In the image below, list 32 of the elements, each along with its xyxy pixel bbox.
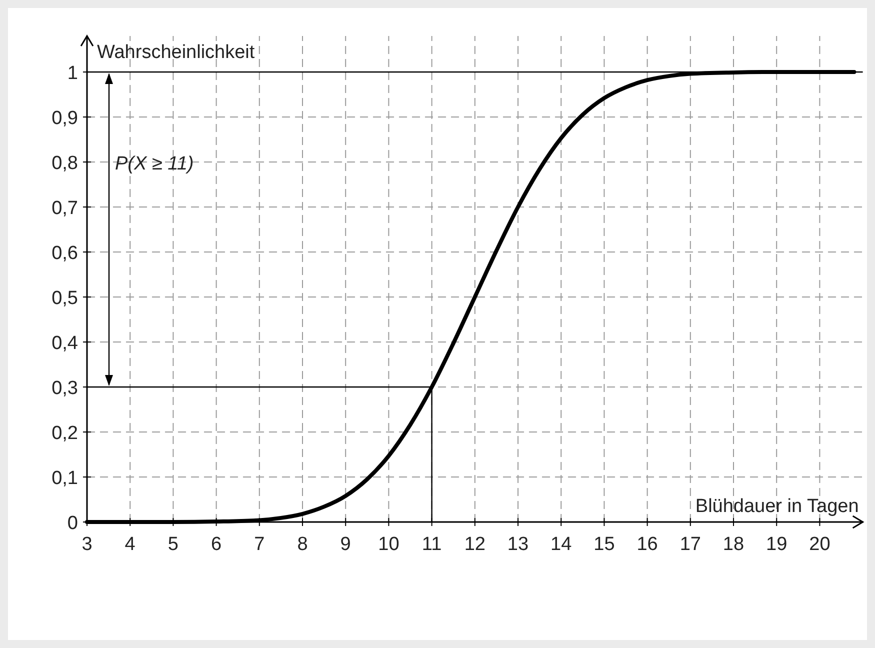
x-tick-label: 10 — [378, 534, 400, 555]
x-tick-label: 17 — [680, 534, 701, 555]
y-tick-label: 0,9 — [52, 108, 78, 129]
x-tick-label: 13 — [507, 534, 529, 555]
x-tick-label: 14 — [550, 534, 572, 555]
y-tick-label: 0,3 — [52, 378, 78, 399]
y-tick-label: 0,4 — [52, 333, 78, 354]
y-tick-label: 0,6 — [52, 243, 78, 264]
x-tick-label: 18 — [722, 534, 744, 555]
x-tick-label: 5 — [168, 534, 178, 555]
x-tick-label: 11 — [422, 534, 442, 555]
y-axis-title: Wahrscheinlichkeit — [97, 42, 256, 63]
x-tick-label: 16 — [636, 534, 658, 555]
x-tick-label: 20 — [809, 534, 830, 555]
x-tick-label: 19 — [766, 534, 788, 555]
y-tick-label: 0,1 — [52, 468, 78, 489]
x-tick-label: 3 — [82, 534, 92, 555]
x-tick-label: 8 — [297, 534, 308, 555]
y-tick-label: 0,2 — [52, 423, 78, 444]
x-tick-label: 9 — [340, 534, 351, 555]
x-tick-label: 6 — [211, 534, 222, 555]
x-tick-label: 7 — [254, 534, 265, 555]
y-tick-label: 0,7 — [52, 198, 78, 219]
x-tick-label: 4 — [124, 534, 136, 555]
annotation: P(X ≥ 11) — [115, 154, 194, 174]
x-axis-title: Blühdauer in Tagen — [695, 496, 859, 517]
x-tick-label: 12 — [464, 534, 486, 555]
y-tick-label: 0 — [67, 513, 78, 534]
x-tick-label: 15 — [594, 534, 615, 555]
y-tick-label: 0,8 — [52, 153, 78, 174]
y-tick-label: 0,5 — [52, 288, 78, 309]
y-tick-label: 1 — [67, 63, 78, 84]
